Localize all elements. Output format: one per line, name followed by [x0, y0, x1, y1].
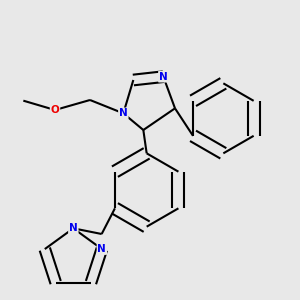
Text: O: O — [51, 105, 59, 115]
Text: N: N — [98, 244, 106, 254]
Text: N: N — [119, 108, 128, 118]
Text: N: N — [69, 223, 78, 233]
Text: N: N — [159, 72, 168, 82]
